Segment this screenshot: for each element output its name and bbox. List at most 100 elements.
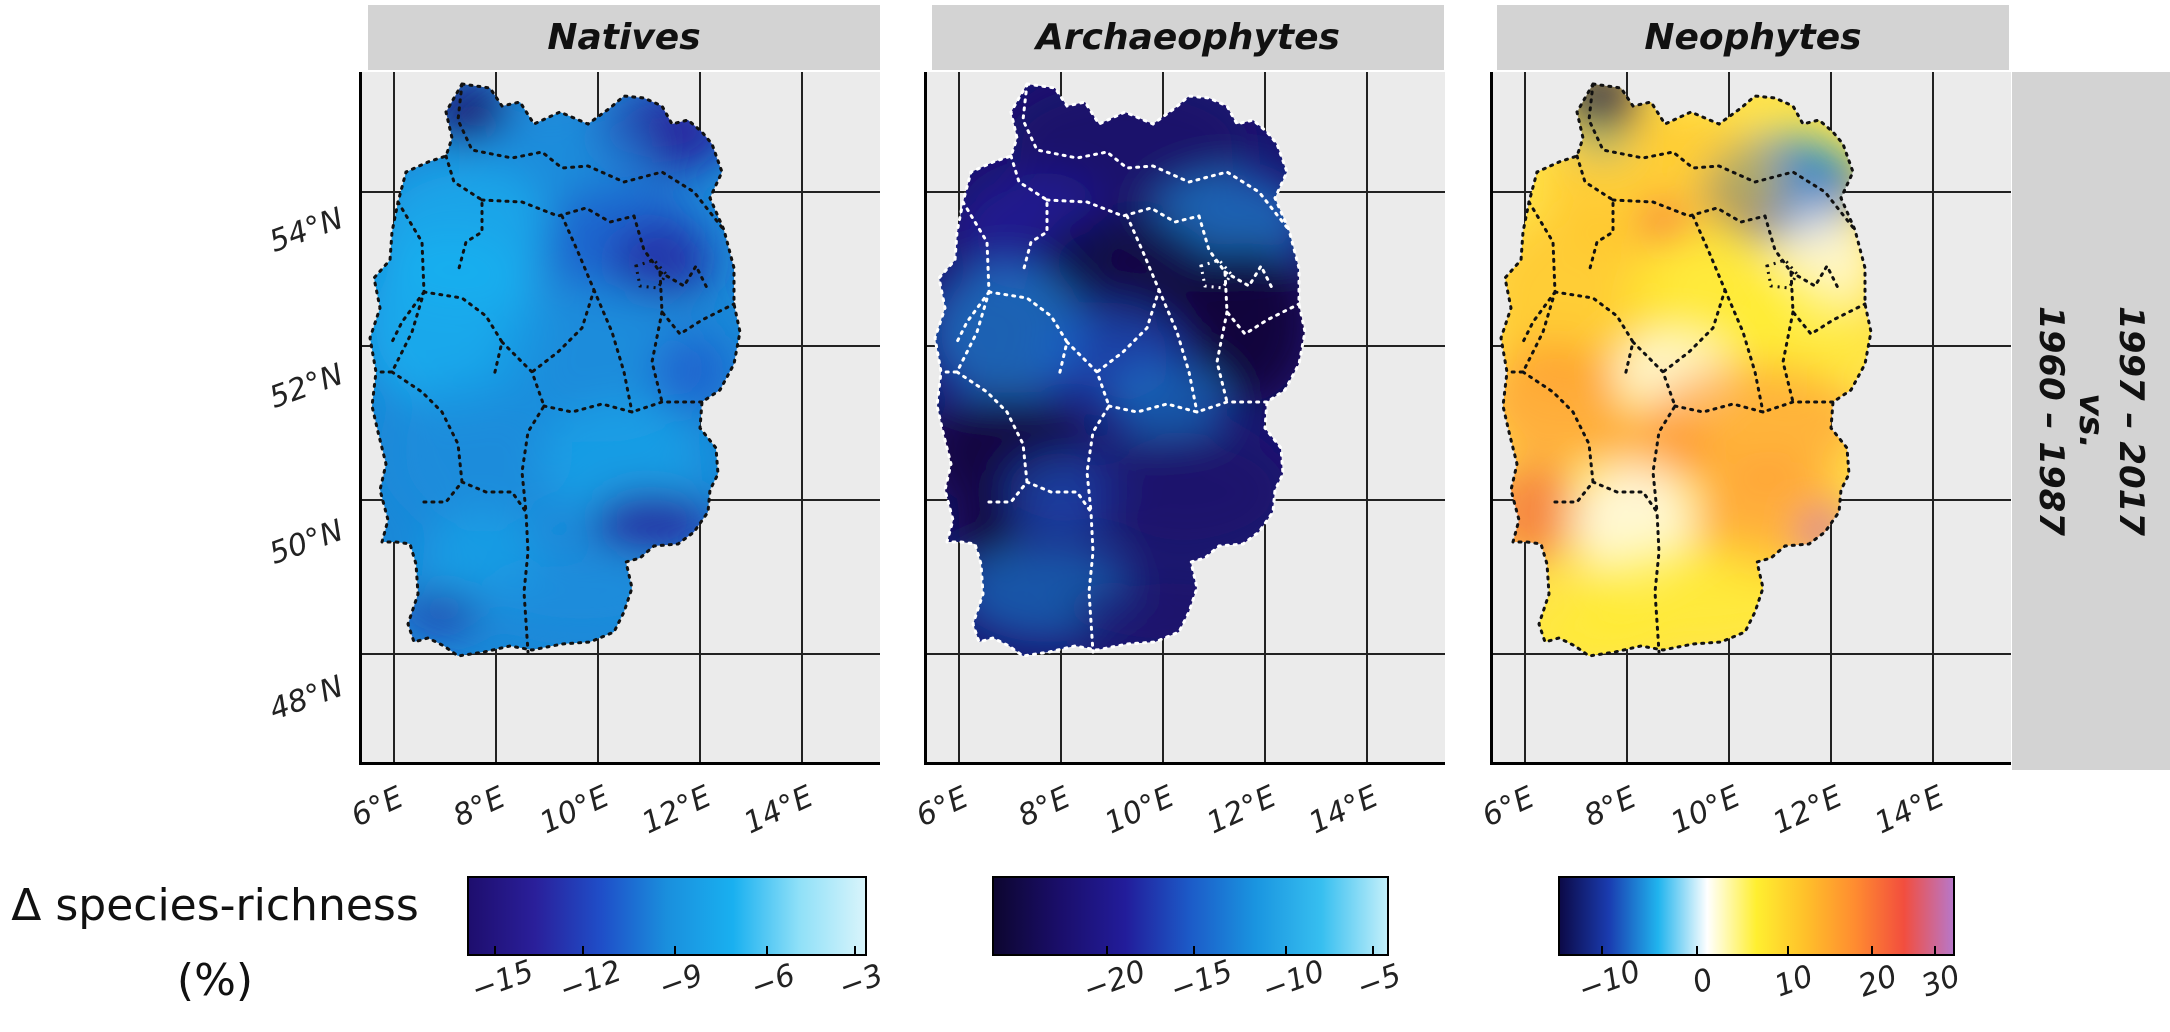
colorbar-tick (1695, 946, 1698, 956)
y-axis-natives (359, 72, 362, 764)
map-panel-archaeophytes (927, 72, 1445, 762)
colorbar-tick (854, 946, 856, 956)
state-border (1157, 288, 1199, 414)
state-border (1587, 82, 1857, 232)
richness-patch (1067, 572, 1267, 652)
state-border (456, 82, 726, 232)
colorbar-tick (1787, 946, 1790, 956)
state-border (658, 262, 710, 292)
row-label-line3: 1960 – 1987 (2031, 306, 2071, 536)
lon-label: 8°E (1012, 780, 1076, 835)
x-axis-natives (359, 762, 880, 765)
lat-label-50: 50°N (264, 513, 348, 572)
panel-title-natives: Natives (368, 5, 880, 70)
state-border (592, 288, 634, 414)
state-border (480, 198, 636, 224)
richness-patch (1087, 432, 1287, 552)
state-border (1789, 262, 1841, 292)
y-axis-neophytes (1490, 72, 1493, 764)
colorbar-tick (582, 946, 584, 956)
state-border (1025, 480, 1095, 654)
colorbar-tick (674, 946, 676, 956)
richness-patch (1723, 272, 1863, 392)
lon-label: 6°E (910, 780, 974, 835)
state-border (1575, 154, 1615, 274)
colorbar-tick (494, 946, 496, 956)
state-border (1021, 82, 1291, 232)
map-svg (927, 72, 1445, 762)
lon-label: 8°E (447, 780, 511, 835)
state-border (444, 154, 484, 274)
lon-label: 8°E (1578, 780, 1642, 835)
lon-label: 10°E (1665, 779, 1746, 842)
x-axis-archaeophytes (924, 762, 1445, 765)
colorbar-tick-label: 0 (1687, 961, 1718, 1002)
lon-label: 14°E (738, 779, 819, 842)
colorbar-tick-label: −10 (1573, 953, 1645, 1009)
state-border (1065, 340, 1111, 514)
lon-label: 12°E (1201, 779, 1282, 842)
colorbar-tick-label: −3 (834, 957, 888, 1006)
colorbar-tick-label: −15 (466, 953, 539, 1009)
row-label-line1: 1997 – 2017 (2111, 306, 2151, 536)
colorbar-tick (1934, 946, 1937, 956)
state-border (1223, 262, 1275, 292)
lon-label: 12°E (636, 779, 717, 842)
state-border (530, 214, 596, 374)
map-svg (362, 72, 880, 762)
richness-patch (402, 592, 482, 632)
lat-label-54: 54°N (264, 201, 348, 260)
colorbar-archaeophytes (992, 876, 1389, 956)
map-svg (1493, 72, 2011, 762)
colorbar-tick-label: −5 (1352, 957, 1406, 1006)
row-label-strip: 1997 – 2017 vs. 1960 – 1987 (2012, 72, 2170, 770)
lon-label: 6°E (1476, 780, 1540, 835)
richness-patch (1007, 84, 1247, 202)
state-border (1553, 290, 1635, 378)
richness-patch (542, 402, 702, 522)
state-border (1045, 198, 1201, 224)
country-fill (370, 84, 740, 656)
country-border (368, 82, 742, 658)
colorbar-tick (766, 946, 768, 956)
row-label-line2: vs. (2071, 393, 2111, 449)
lon-label: 12°E (1767, 779, 1848, 842)
country-border (933, 82, 1307, 658)
colorbar-natives (467, 876, 867, 956)
richness-patch (1037, 212, 1217, 332)
legend-title-line1: Δ species-richness (11, 880, 419, 931)
colorbar-tick-label: −15 (1166, 953, 1238, 1009)
panel-title-archaeophytes: Archaeophytes (932, 5, 1444, 70)
state-border (1215, 310, 1229, 404)
colorbar-tick (1106, 946, 1109, 956)
state-border (1591, 480, 1661, 654)
richness-patch (1501, 342, 1623, 462)
colorbar-tick-label: −10 (1257, 953, 1330, 1009)
x-axis-neophytes (1490, 762, 2011, 765)
map-panel-natives (362, 72, 880, 762)
colorbar-tick-label: 10 (1770, 958, 1819, 1005)
country-border (1499, 82, 1873, 658)
colorbar-tick-label: −20 (1078, 953, 1151, 1009)
colorbar-tick-label: 20 (1853, 958, 1902, 1005)
colorbar-tick (1600, 946, 1603, 956)
lon-label: 10°E (534, 779, 615, 842)
state-border (1505, 200, 1557, 374)
state-border (650, 310, 664, 404)
richness-patch (1107, 362, 1227, 442)
colorbar-tick-label: 30 (1917, 958, 1966, 1005)
state-border (1723, 288, 1765, 414)
lon-label: 10°E (1099, 779, 1180, 842)
city-border-berlin (1199, 258, 1233, 290)
state-border (374, 200, 426, 374)
state-border (1107, 400, 1269, 414)
richness-patch (1803, 512, 1843, 552)
lat-label-52: 52°N (264, 357, 348, 416)
richness-patch (652, 332, 732, 412)
state-border (500, 340, 546, 514)
state-border (460, 480, 530, 654)
state-border (422, 290, 504, 378)
state-border (1673, 400, 1835, 414)
country-fill (1501, 84, 1871, 656)
state-border (1631, 340, 1677, 514)
